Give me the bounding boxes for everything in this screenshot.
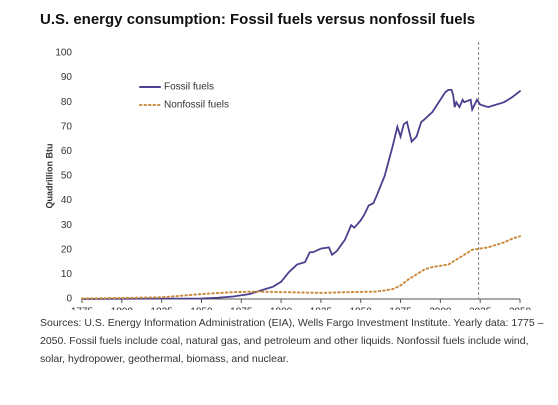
y-tick-label: 80 <box>61 97 73 108</box>
x-tick-label: 1925 <box>310 307 333 310</box>
y-axis-label: Quadrillion Btu <box>44 144 54 209</box>
y-tick-label: 90 <box>61 72 73 83</box>
y-tick-label: 0 <box>66 294 72 305</box>
x-tick-label: 2025 <box>469 307 492 310</box>
y-tick-label: 10 <box>61 269 73 280</box>
x-tick-label: 1825 <box>151 307 174 310</box>
x-tick-label: 2000 <box>429 307 452 310</box>
x-tick-label: 1950 <box>350 307 373 310</box>
x-tick-label: 1900 <box>270 307 293 310</box>
y-tick-label: 70 <box>61 121 73 132</box>
series-line <box>81 89 521 300</box>
legend-label: Nonfossil fuels <box>164 100 229 111</box>
legend-label: Fossil fuels <box>164 82 214 93</box>
source-note: Sources: U.S. Energy Information Adminis… <box>40 317 544 365</box>
x-tick-label: 2050 <box>509 307 532 310</box>
y-tick-label: 50 <box>61 171 73 182</box>
chart-title: U.S. energy consumption: Fossil fuels ve… <box>40 11 475 28</box>
y-tick-label: 60 <box>61 146 73 157</box>
y-tick-label: 30 <box>61 220 73 231</box>
y-tick-label: 40 <box>61 195 73 206</box>
chart: U.S. energy consumption: Fossil fuels ve… <box>40 11 532 318</box>
x-tick-label: 1775 <box>71 307 94 310</box>
series-line <box>81 235 521 300</box>
x-tick-label: 1850 <box>190 307 213 310</box>
y-tick-label: 20 <box>61 244 73 255</box>
x-tick-label: 1875 <box>230 307 253 310</box>
x-tick-label: 1800 <box>111 307 134 310</box>
x-tick-label: 1975 <box>389 307 412 310</box>
y-tick-label: 100 <box>55 48 72 59</box>
